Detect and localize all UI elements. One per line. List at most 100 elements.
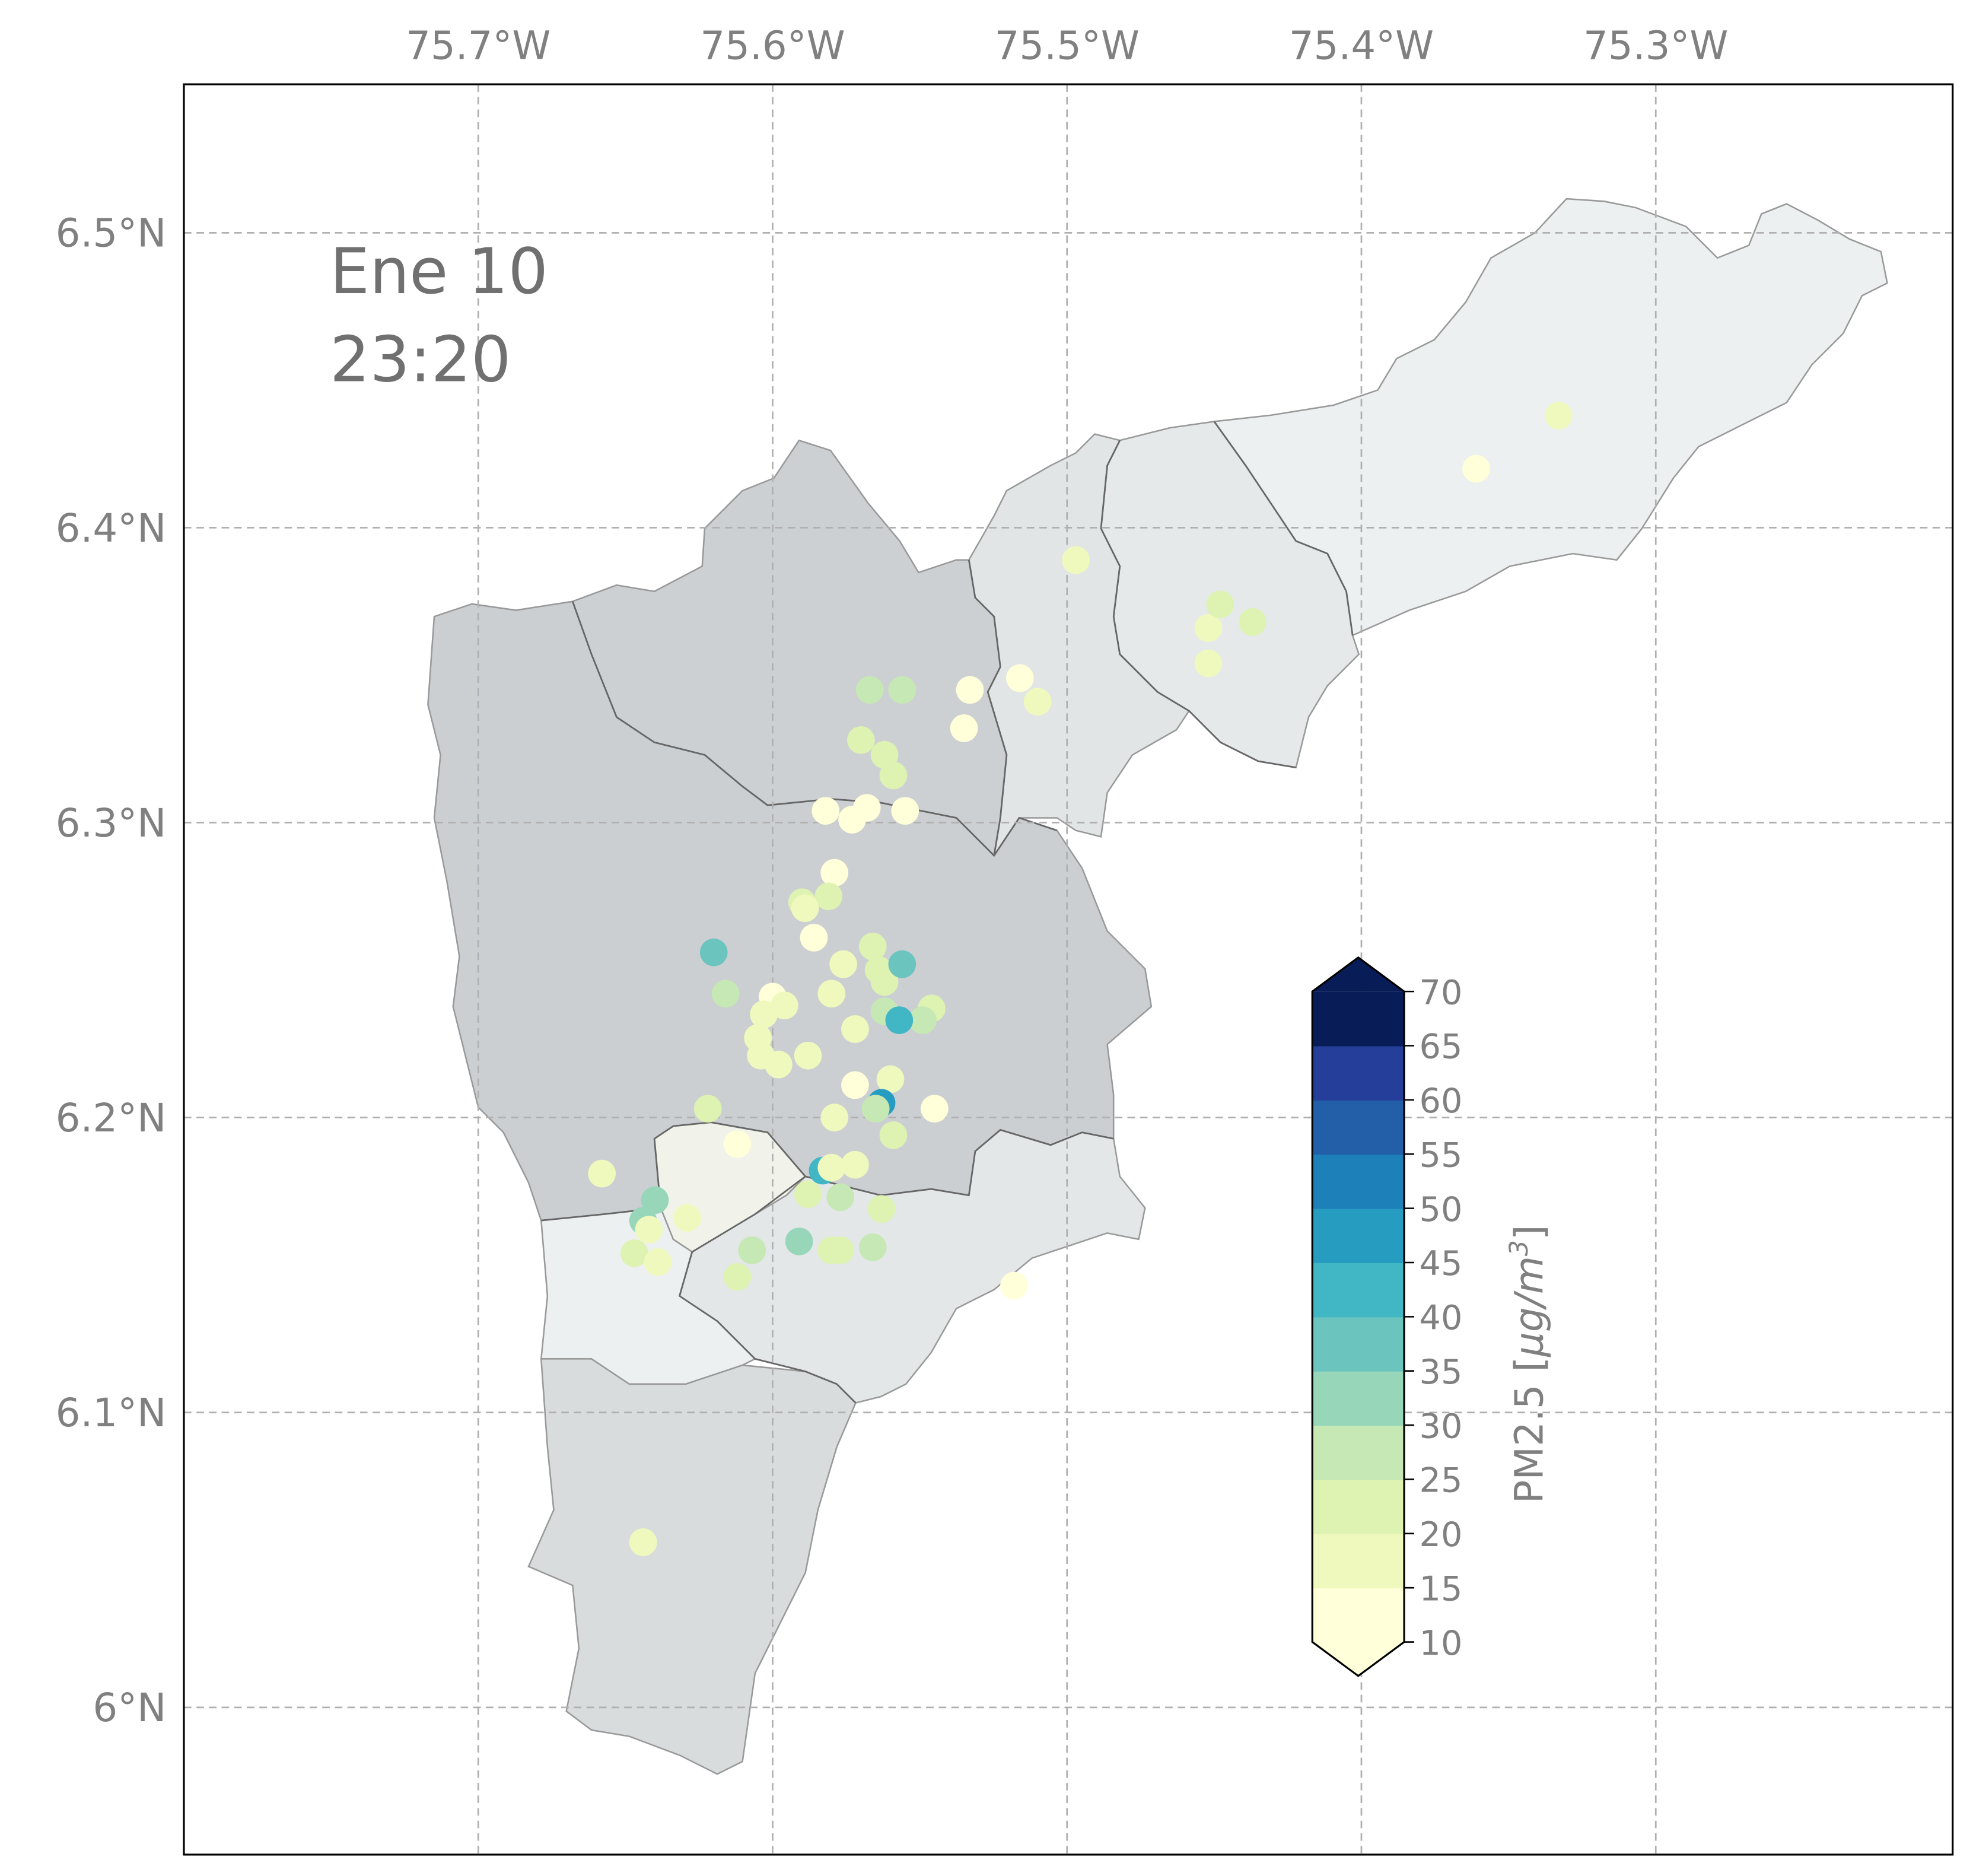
station-marker[interactable]: [750, 1000, 778, 1028]
station-marker[interactable]: [785, 1228, 813, 1255]
station-marker[interactable]: [870, 968, 899, 996]
station-marker[interactable]: [950, 714, 978, 742]
station-marker[interactable]: [1023, 688, 1052, 716]
colorbar-bin: [1312, 1099, 1405, 1155]
station-marker[interactable]: [867, 1195, 896, 1223]
station-marker[interactable]: [1000, 1271, 1028, 1300]
station-marker[interactable]: [629, 1528, 657, 1556]
station-marker[interactable]: [870, 740, 899, 769]
station-marker[interactable]: [921, 1095, 949, 1123]
colorbar-tick-label: 55: [1420, 1135, 1463, 1175]
colorbar-bin: [1312, 1479, 1405, 1534]
station-marker[interactable]: [765, 1050, 793, 1079]
colorbar-bin: [1312, 1425, 1405, 1480]
colorbar-tick-label: 45: [1420, 1244, 1463, 1283]
station-marker[interactable]: [879, 761, 908, 790]
station-marker[interactable]: [829, 950, 857, 978]
station-marker[interactable]: [888, 950, 917, 978]
station-marker[interactable]: [794, 1180, 822, 1209]
station-marker[interactable]: [791, 894, 819, 923]
station-marker[interactable]: [826, 1236, 854, 1264]
inner-border: [968, 559, 1008, 856]
station-marker[interactable]: [879, 1121, 908, 1149]
inner-border: [678, 1175, 857, 1404]
station-marker[interactable]: [1206, 590, 1234, 619]
station-marker[interactable]: [841, 1071, 869, 1099]
station-marker[interactable]: [891, 797, 919, 825]
colorbar-tick-label: 40: [1420, 1298, 1463, 1338]
station-marker[interactable]: [699, 938, 728, 966]
station-marker[interactable]: [847, 726, 875, 754]
station-marker[interactable]: [861, 1095, 890, 1123]
station-marker[interactable]: [956, 676, 984, 704]
lat-tick-label: 6.4°N: [56, 505, 167, 551]
station-marker[interactable]: [817, 1153, 846, 1182]
lat-tick-label: 6°N: [93, 1685, 166, 1731]
time-label: 23:20: [330, 324, 511, 397]
colorbar-extend-min: [1312, 1642, 1405, 1676]
station-marker[interactable]: [673, 1204, 701, 1232]
colorbar-tick-label: 70: [1420, 972, 1463, 1012]
station-marker[interactable]: [1194, 649, 1223, 678]
station-marker[interactable]: [812, 797, 840, 825]
colorbar-extend-max: [1312, 957, 1405, 992]
station-marker[interactable]: [820, 1104, 849, 1131]
station-marker[interactable]: [800, 924, 828, 952]
station-marker[interactable]: [858, 1233, 887, 1261]
colorbar-tick-label: 10: [1420, 1623, 1463, 1663]
station-marker[interactable]: [635, 1216, 663, 1244]
station-marker[interactable]: [817, 980, 846, 1008]
inner-border: [1100, 440, 1296, 769]
station-marker[interactable]: [693, 1095, 722, 1123]
lon-tick-label: 75.5°W: [995, 23, 1140, 69]
station-marker[interactable]: [723, 1263, 752, 1291]
station-marker[interactable]: [1462, 454, 1490, 483]
colorbar-tick-label: 30: [1420, 1406, 1463, 1446]
station-marker[interactable]: [641, 1186, 669, 1214]
station-marker[interactable]: [876, 1065, 905, 1093]
colorbar-tick-label: 15: [1420, 1569, 1463, 1608]
colorbar: 10 15 20 25 30 35 40 45 50 55 60 65 70: [1311, 956, 1463, 1677]
lat-tick-label: 6.1°N: [56, 1390, 167, 1436]
colorbar-bin: [1312, 1045, 1405, 1101]
colorbar-bin: [1312, 991, 1405, 1047]
lon-tick-label: 75.3°W: [1583, 23, 1728, 69]
station-marker[interactable]: [888, 676, 917, 704]
inner-border: [1213, 421, 1354, 636]
station-marker[interactable]: [841, 1150, 869, 1179]
station-marker[interactable]: [644, 1248, 672, 1276]
axis-tick-labels: 75.7°W 75.6°W 75.5°W 75.4°W 75.3°W 6.5°N 6.4°N…: [56, 23, 1729, 1731]
station-marker[interactable]: [858, 932, 887, 961]
station-marker[interactable]: [826, 1183, 854, 1212]
station-marker[interactable]: [738, 1236, 766, 1264]
station-marker[interactable]: [588, 1159, 616, 1188]
date-label: Ene 10: [330, 236, 548, 309]
colorbar-label: PM2.5 [μg/m3]: [1505, 1225, 1552, 1503]
station-marker[interactable]: [841, 1015, 869, 1043]
station-marker[interactable]: [1005, 664, 1034, 692]
colorbar-bin: [1312, 1262, 1405, 1318]
station-marker[interactable]: [723, 1130, 752, 1158]
station-marker[interactable]: [855, 676, 884, 704]
station-marker[interactable]: [838, 806, 866, 834]
colorbar-bin: [1312, 1371, 1405, 1426]
station-marker[interactable]: [1545, 402, 1573, 430]
station-marker[interactable]: [820, 858, 849, 887]
colorbar-tick-label: 25: [1420, 1461, 1463, 1500]
station-marker[interactable]: [885, 1006, 914, 1034]
station-marker[interactable]: [1194, 614, 1223, 642]
station-marker[interactable]: [814, 882, 843, 911]
lon-tick-label: 75.7°W: [406, 23, 550, 69]
station-marker[interactable]: [1239, 608, 1266, 636]
station-marker[interactable]: [794, 1041, 822, 1070]
station-marker[interactable]: [1062, 546, 1090, 574]
station-marker[interactable]: [711, 980, 740, 1008]
station-marker[interactable]: [909, 1006, 937, 1034]
lat-tick-label: 6.2°N: [56, 1095, 167, 1141]
lat-tick-label: 6.5°N: [56, 211, 167, 256]
station-marker[interactable]: [620, 1239, 648, 1267]
map-frame: [183, 83, 1954, 1856]
colorbar-tick-label: 65: [1420, 1027, 1463, 1067]
colorbar-tick-label: 50: [1420, 1190, 1463, 1229]
